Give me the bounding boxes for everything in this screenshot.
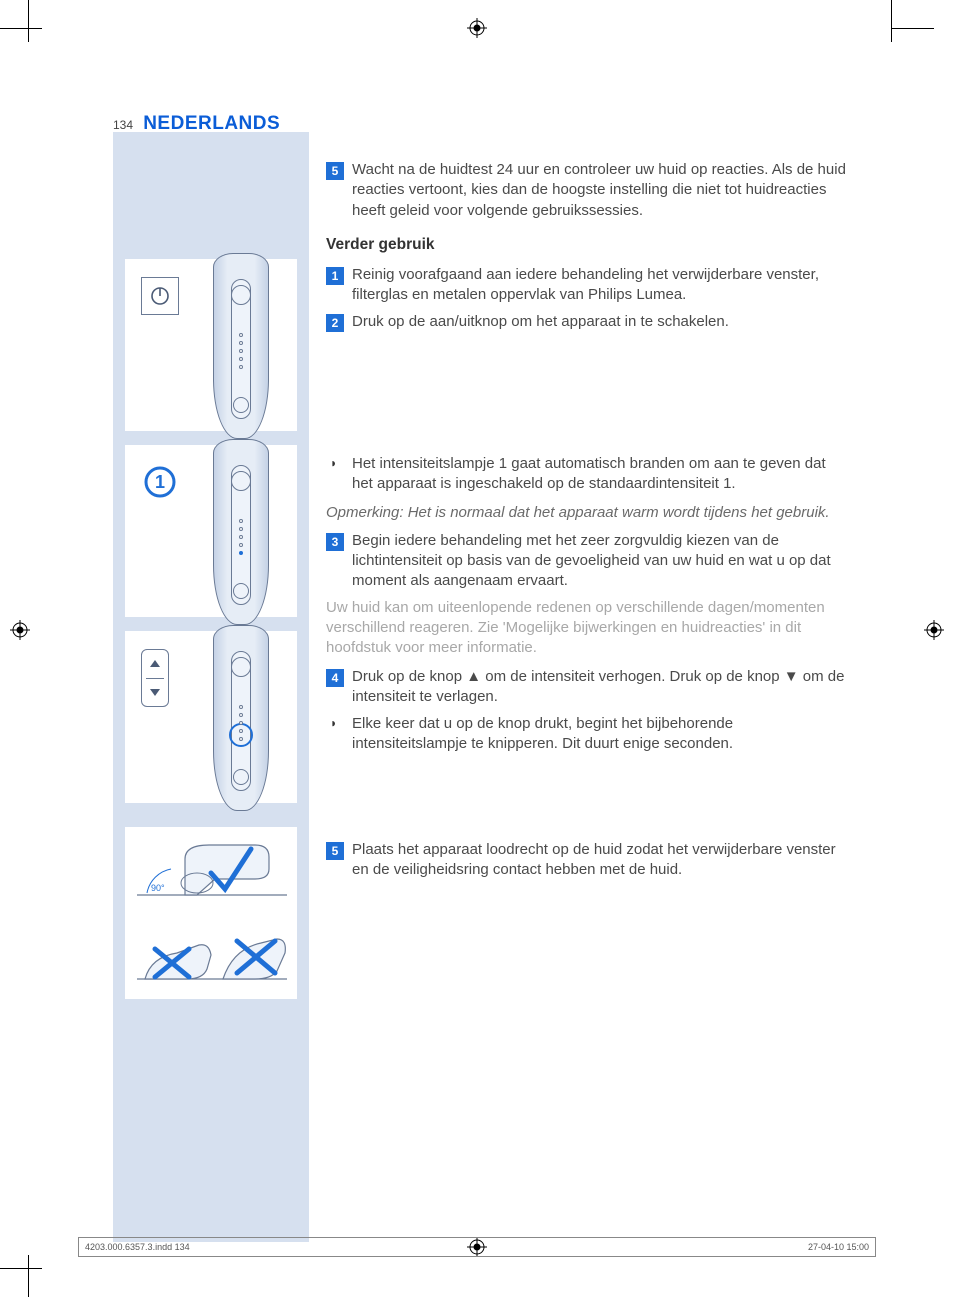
- step-number-badge: 3: [326, 533, 344, 551]
- svg-text:1: 1: [155, 472, 165, 492]
- illustration-intensity-1: 1: [124, 444, 298, 618]
- device-power-ring-icon: [231, 657, 251, 677]
- callout-arrow-icon: [297, 458, 309, 478]
- step-text: Plaats het apparaat loodrecht op de huid…: [352, 841, 836, 878]
- step-text: Reinig voorafgaand aan iedere behandelin…: [352, 266, 819, 303]
- note-warm: Opmerking: Het is normaal dat het appara…: [326, 503, 846, 523]
- wrong-usage-icon: [137, 919, 287, 989]
- intensity-dots-icon: [238, 329, 244, 373]
- step-text: Wacht na de huidtest 24 uur en controlee…: [352, 161, 846, 219]
- crop-mark: [891, 0, 892, 42]
- illustration-power-on: [124, 258, 298, 432]
- power-button-icon: [141, 277, 179, 315]
- up-down-arrows-icon: [141, 649, 169, 707]
- crop-mark: [892, 28, 934, 29]
- section-power-on: 1 Reinig voorafgaand aan iedere behandel…: [326, 265, 846, 338]
- step-number-badge: 4: [326, 669, 344, 687]
- device-power-ring-icon: [231, 471, 251, 491]
- correct-usage-icon: 90°: [137, 835, 287, 905]
- step-text: Druk op de aan/uitknop om het apparaat i…: [352, 313, 729, 330]
- step-text: Begin iedere behandeling met het zeer zo…: [352, 532, 831, 590]
- bullet-text: Elke keer dat u op de knop drukt, begint…: [352, 715, 733, 752]
- callout-arrow-icon: [297, 270, 309, 290]
- step-number-badge: 1: [326, 267, 344, 285]
- step-4: 4 Druk op de knop ▲ om de intensiteit ve…: [326, 667, 846, 708]
- crop-mark: [28, 0, 29, 42]
- step-2: 2 Druk op de aan/uitknop om het apparaat…: [326, 312, 846, 332]
- step-5-prior: 5 Wacht na de huidtest 24 uur en control…: [326, 160, 846, 221]
- section-intensity: Het intensiteitslampje 1 gaat automatisc…: [326, 454, 846, 666]
- illustration-adjust-intensity: [124, 630, 298, 804]
- step-number-badge: 5: [326, 162, 344, 180]
- subnote-skin-reaction: Uw huid kan om uiteenlopende redenen op …: [326, 598, 846, 659]
- registration-mark-icon: [924, 620, 944, 640]
- step-number-badge: 2: [326, 314, 344, 332]
- intensity-dots-icon: [238, 515, 244, 559]
- page-number: 134: [113, 118, 133, 132]
- bullet-intensity-light: Het intensiteitslampje 1 gaat automatisc…: [326, 454, 846, 495]
- crop-mark: [0, 28, 42, 29]
- device-flash-ring-icon: [233, 583, 249, 599]
- device-flash-ring-icon: [233, 397, 249, 413]
- section-adjust: 4 Druk op de knop ▲ om de intensiteit ve…: [326, 667, 846, 760]
- illustration-sidebar: 1 90°: [113, 132, 309, 1242]
- device-flash-ring-icon: [233, 769, 249, 785]
- registration-mark-icon: [10, 620, 30, 640]
- step-3: 3 Begin iedere behandeling met het zeer …: [326, 531, 846, 592]
- step-text: Druk op de knop ▲ om de intensiteit verh…: [352, 668, 844, 705]
- crop-mark: [28, 1255, 29, 1297]
- intensity-dots-icon: [238, 701, 244, 745]
- print-footer: 4203.000.6357.3.indd 134 27-04-10 15:00: [78, 1237, 876, 1257]
- subheading-further-use: Verder gebruik: [326, 235, 846, 256]
- language-heading: NEDERLANDS: [143, 113, 280, 134]
- step-5: 5 Plaats het apparaat loodrecht op de hu…: [326, 840, 846, 881]
- svg-text:90°: 90°: [151, 883, 165, 893]
- footer-file: 4203.000.6357.3.indd 134: [85, 1241, 190, 1253]
- bullet-blinking: Elke keer dat u op de knop drukt, begint…: [326, 714, 846, 755]
- bullet-text: Het intensiteitslampje 1 gaat automatisc…: [352, 455, 826, 492]
- section-place-device: 5 Plaats het apparaat loodrecht op de hu…: [326, 840, 846, 887]
- callout-arrow-icon: [297, 840, 309, 860]
- step-1: 1 Reinig voorafgaand aan iedere behandel…: [326, 265, 846, 306]
- illustration-perpendicular-use: 90°: [124, 826, 298, 1000]
- footer-date: 27-04-10 15:00: [808, 1241, 869, 1253]
- prior-step-section: 5 Wacht na de huidtest 24 uur en control…: [326, 160, 846, 262]
- intensity-1-badge-icon: 1: [141, 463, 179, 501]
- registration-mark-icon: [467, 18, 487, 38]
- callout-arrow-icon: [297, 665, 309, 685]
- crop-mark: [0, 1268, 42, 1269]
- device-power-ring-icon: [231, 285, 251, 305]
- step-number-badge: 5: [326, 842, 344, 860]
